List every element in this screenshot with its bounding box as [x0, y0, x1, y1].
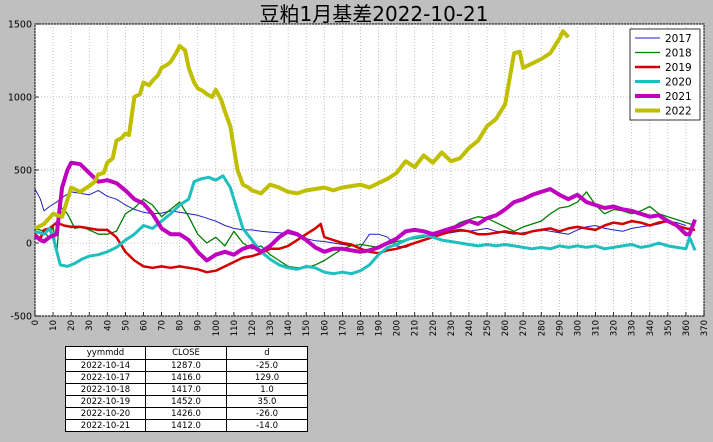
x-tick-label: 220 [429, 320, 439, 336]
table-cell: 1426.0 [145, 407, 227, 420]
x-tick-label: 330 [628, 320, 638, 336]
table-cell: 1452.0 [145, 395, 227, 408]
table-cell: 2022-10-21 [65, 419, 146, 432]
y-tick-label: 0 [26, 239, 32, 250]
table-cell: -14.0 [226, 419, 308, 432]
table-cell: 35.0 [226, 395, 308, 408]
series-line-2019 [34, 219, 696, 274]
table-row: 2022-10-18 1417.0 1.0 [65, 383, 308, 396]
x-tick-label: 240 [465, 320, 475, 336]
x-tick-label: 190 [375, 320, 385, 336]
x-tick-label: 360 [682, 320, 692, 336]
x-tick-label: 20 [67, 320, 77, 331]
x-tick-label: 350 [664, 320, 674, 336]
x-tick-label: 210 [411, 320, 421, 336]
column-header: CLOSE [145, 346, 227, 360]
table-row: 2022-10-17 1416.0 129.0 [65, 371, 308, 384]
legend-label: 2019 [665, 62, 692, 74]
table-cell: 2022-10-17 [65, 371, 146, 384]
x-tick-label: 300 [573, 320, 583, 336]
table-cell: 2022-10-20 [65, 407, 146, 420]
table-cell: 1.0 [226, 383, 308, 396]
plot-area [34, 23, 705, 317]
column-header: yymmdd [65, 346, 146, 360]
x-tick-label: 10 [49, 320, 59, 331]
x-tick-label: 120 [248, 320, 258, 336]
x-tick-label: 110 [230, 320, 240, 336]
x-tick-label: 40 [103, 320, 113, 331]
table-cell: -25.0 [226, 359, 308, 372]
x-tick-label: 370 [700, 320, 710, 336]
x-tick-label: 320 [610, 320, 620, 336]
x-tick-label: 70 [158, 320, 168, 331]
table-cell: 1287.0 [145, 359, 227, 372]
legend-box [629, 28, 701, 121]
x-tick-label: 130 [266, 320, 276, 336]
x-tick-label: 90 [194, 320, 204, 331]
x-tick-label: 50 [121, 320, 131, 331]
y-tick-label: 500 [14, 166, 32, 177]
legend-label: 2021 [665, 91, 692, 103]
legend-label: 2020 [665, 77, 692, 89]
series-line-2020 [34, 174, 697, 276]
table-cell: 129.0 [226, 371, 308, 384]
table-cell: 1416.0 [145, 371, 227, 384]
x-tick-label: 200 [393, 320, 403, 336]
x-tick-label: 250 [483, 320, 493, 336]
table-row: 2022-10-21 1412.0 -14.0 [65, 419, 308, 432]
y-tick-label: 1000 [8, 93, 32, 104]
table-row: 2022-10-19 1452.0 35.0 [65, 395, 308, 408]
y-tick-label: -500 [10, 312, 32, 323]
table-cell: 2022-10-14 [65, 359, 146, 372]
x-tick-label: 100 [212, 320, 222, 336]
table-row: 2022-10-20 1426.0 -26.0 [65, 407, 308, 420]
x-tick-label: 310 [592, 320, 602, 336]
x-tick-label: 280 [537, 320, 547, 336]
chart-title: 豆粕1月基差2022-10-21 [260, 2, 489, 26]
x-tick-label: 340 [646, 320, 656, 336]
x-tick-label: 260 [501, 320, 511, 336]
x-tick-label: 140 [284, 320, 294, 336]
x-tick-label: 30 [85, 320, 95, 331]
series-lines [33, 29, 697, 276]
x-tick-label: 0 [31, 320, 41, 325]
x-tick-label: 180 [356, 320, 366, 336]
legend-label: 2017 [665, 33, 692, 45]
table-cell: 2022-10-18 [65, 383, 146, 396]
data-table: yymmdd CLOSE d 2022-10-14 1287.0 -25.0 202… [65, 346, 308, 432]
x-tick-label: 60 [139, 320, 149, 331]
x-tick-label: 270 [519, 320, 529, 336]
x-tick-label: 230 [447, 320, 457, 336]
series-line-2021 [33, 160, 697, 263]
x-tick-label: 150 [302, 320, 312, 336]
table-header-row: yymmdd CLOSE d [65, 346, 308, 360]
table-row: 2022-10-14 1287.0 -25.0 [65, 359, 308, 372]
legend: 2017 2018 2019 2020 2021 2022 [629, 28, 701, 121]
x-axis-ticks: 0 10 20 30 40 50 60 70 80 90 100 110 120 130 140 150 160… [31, 312, 710, 336]
table-cell: 1412.0 [145, 419, 227, 432]
x-tick-label: 80 [176, 320, 186, 331]
column-header: d [226, 346, 308, 360]
legend-label: 2022 [665, 106, 692, 118]
series-line-2022 [34, 29, 570, 231]
legend-label: 2018 [665, 48, 692, 60]
x-tick-label: 290 [555, 320, 565, 336]
table-cell: 2022-10-19 [65, 395, 146, 408]
y-tick-label: 1500 [8, 20, 32, 31]
table-cell: -26.0 [226, 407, 308, 420]
x-tick-label: 170 [338, 320, 348, 336]
table-cell: 1417.0 [145, 383, 227, 396]
x-tick-label: 160 [320, 320, 330, 336]
